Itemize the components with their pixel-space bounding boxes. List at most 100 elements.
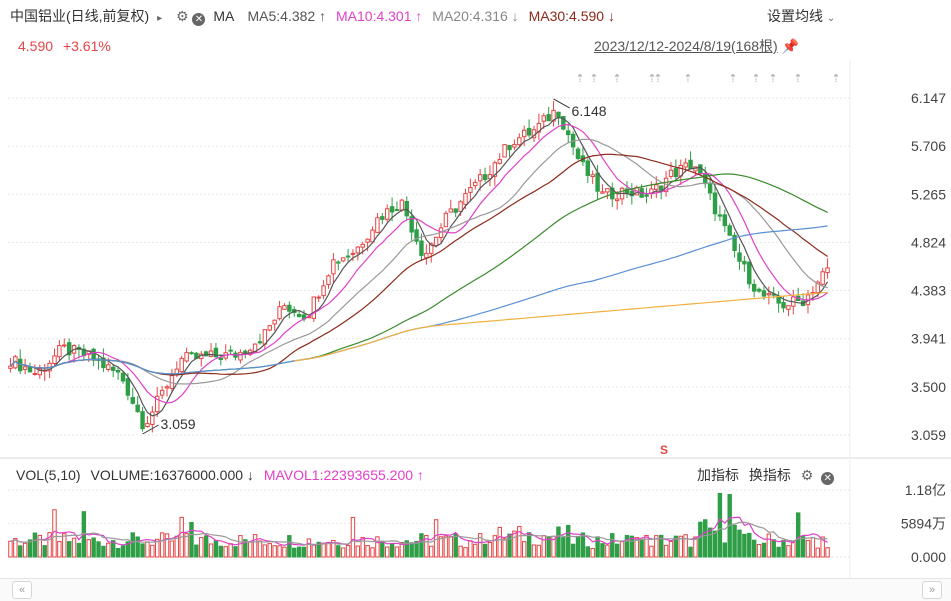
stock-title: 中国铝业(日线,前复权)	[10, 8, 150, 24]
candle-body	[600, 191, 605, 194]
volume-bar	[443, 535, 449, 558]
scroll-left-icon[interactable]: «	[12, 581, 32, 599]
candle-body	[110, 366, 116, 371]
candle-body	[747, 261, 752, 285]
volume-bar	[399, 541, 405, 558]
event-marker-icon: ⇡	[831, 73, 840, 85]
add-indicator-button[interactable]: 加指标	[697, 467, 739, 483]
volume-bar	[756, 543, 762, 558]
volume-bar	[27, 539, 33, 558]
volume-bar	[62, 533, 67, 558]
candle-body	[502, 144, 507, 158]
ma5-line	[9, 116, 829, 417]
volume-bar	[350, 516, 356, 558]
volume-bar	[404, 540, 409, 558]
close-icon[interactable]: ✕	[192, 13, 206, 26]
volume-bar	[825, 547, 830, 558]
volume-bar	[326, 542, 331, 558]
volume-bar	[125, 541, 131, 558]
volume-bar	[140, 543, 145, 558]
candle-body	[453, 208, 458, 213]
volume-bar	[786, 545, 791, 558]
candle-body	[658, 185, 664, 191]
switch-indicator-button[interactable]: 换指标	[748, 467, 791, 483]
ma5-value: MA5:4.382 ↑	[247, 8, 327, 24]
volume-bar	[184, 533, 189, 558]
volume-bar	[345, 544, 351, 558]
volume-bar	[570, 543, 576, 558]
volume-bar	[438, 536, 444, 558]
candle-body	[203, 351, 209, 357]
candle-body	[115, 369, 121, 373]
y-tick-label: 3.500	[911, 379, 946, 395]
volume-bar	[228, 543, 233, 558]
candle-body	[590, 174, 595, 178]
volume-bar	[37, 534, 43, 558]
gear-icon[interactable]: ⚙	[800, 467, 814, 483]
mavol1-value: MAVOL1:22393655.200 ↑	[263, 467, 424, 483]
candle-body	[345, 255, 351, 258]
candle-body	[106, 364, 111, 371]
volume-bar	[800, 536, 806, 558]
candle-body	[712, 192, 718, 215]
candle-body	[605, 188, 610, 193]
volume-bar	[761, 542, 767, 558]
candle-body	[482, 174, 488, 180]
gear-icon[interactable]: ⚙	[176, 8, 189, 24]
candle-body	[208, 350, 214, 357]
candle-body	[815, 281, 820, 294]
volume-bar	[649, 545, 654, 558]
signal-marker-icon: S	[660, 443, 668, 457]
candle-body	[228, 349, 233, 352]
volume-bar	[130, 532, 135, 558]
candle-body	[468, 187, 473, 193]
y-tick-label: 3.941	[911, 331, 946, 347]
candle-body	[541, 115, 546, 122]
candle-body	[497, 159, 502, 164]
pin-icon[interactable]: 📌	[781, 38, 800, 54]
candle-body	[8, 365, 13, 369]
candle-body	[654, 184, 659, 190]
volume-bar	[688, 546, 693, 558]
scroll-right-icon[interactable]: »	[922, 581, 942, 599]
volume-bar	[497, 526, 502, 558]
candle-body	[355, 246, 361, 254]
volume-bar	[194, 544, 199, 558]
scroll-bar[interactable]	[0, 578, 951, 601]
close-icon[interactable]: ✕	[821, 472, 835, 485]
volume-bar	[580, 532, 586, 558]
candle-body	[52, 355, 57, 364]
candle-body	[384, 208, 390, 220]
volume-bar	[18, 545, 23, 558]
volume-bar	[110, 540, 116, 558]
volume-bar	[507, 533, 512, 558]
volume-bar	[150, 544, 155, 558]
candle-body	[825, 267, 830, 274]
volume-bar	[91, 537, 96, 558]
volume-bar	[233, 546, 238, 558]
candle-body	[644, 194, 649, 197]
dropdown-arrow-icon[interactable]: ▸	[157, 13, 163, 24]
candle-body	[517, 137, 522, 146]
candle-body	[257, 341, 263, 344]
candle-body	[287, 304, 292, 312]
volume-bar	[717, 492, 723, 558]
volume-bar	[810, 537, 816, 558]
candle-body	[179, 357, 184, 373]
y-tick-label: 5.265	[911, 186, 946, 202]
event-marker-icon: ⇡	[575, 73, 584, 85]
candle-body	[507, 144, 512, 151]
volume-bar	[634, 537, 639, 558]
candle-body	[27, 366, 33, 373]
ma-settings-button[interactable]: 设置均线 ⌄	[767, 7, 835, 28]
volume-bar	[492, 535, 498, 558]
volume-bar	[707, 527, 713, 558]
volume-bar	[238, 535, 243, 558]
volume-bar	[453, 533, 458, 558]
volume-bar	[414, 540, 419, 558]
candle-body	[360, 243, 365, 248]
volume-bar	[482, 543, 488, 558]
candle-body	[414, 229, 419, 242]
candle-body	[463, 193, 468, 205]
